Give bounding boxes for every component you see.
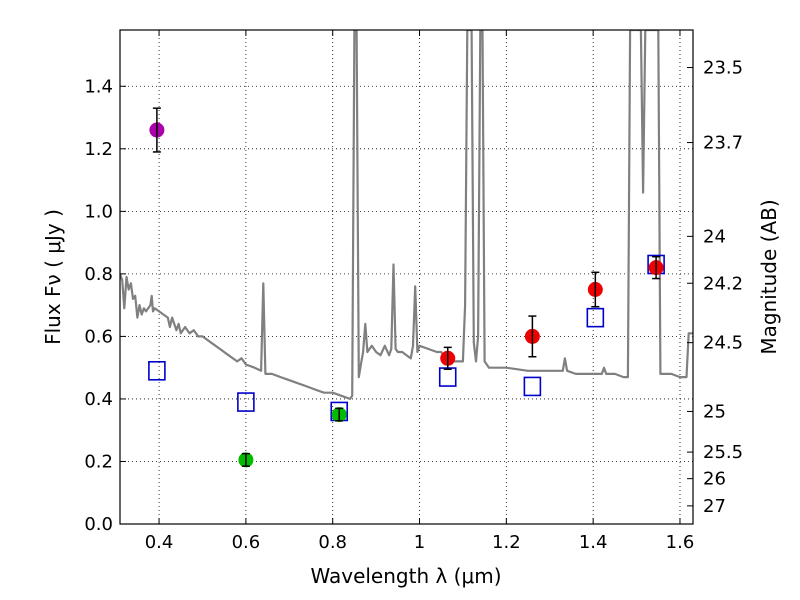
y-tick-label: 0.8 <box>84 264 113 285</box>
x-tick-label: 0.8 <box>318 532 347 553</box>
y2-axis-title: Magnitude (AB) <box>757 199 781 354</box>
y-tick-label: 1.0 <box>84 201 113 222</box>
y-axis: 0.0 0.2 0.4 0.6 0.8 1.0 1.2 1.4 <box>84 76 126 535</box>
y2-tick-label: 23.7 <box>703 133 743 154</box>
model-photometry-square <box>148 360 166 381</box>
spectrum-layer <box>120 30 693 400</box>
y-axis-title: Flux Fν ( μJy ) <box>41 209 65 345</box>
y-tick-label: 0.0 <box>84 514 113 535</box>
y-tick-label: 0.4 <box>84 389 113 410</box>
y2-tick-label: 25.5 <box>703 442 743 463</box>
spectrum-line <box>120 30 693 400</box>
y2-axis: 23.5 23.7 24 24.2 24.5 25 25.5 26 27 <box>687 58 743 517</box>
y2-tick-label: 24 <box>703 226 726 247</box>
y2-tick-label: 24.2 <box>703 273 743 294</box>
model-photometry-square <box>586 307 605 328</box>
model-photometry-square <box>438 367 457 387</box>
marker-layer <box>148 107 665 468</box>
y2-tick-label: 26 <box>703 469 726 490</box>
x-tick-label: 1 <box>414 532 425 553</box>
plot-frame <box>119 29 694 525</box>
y2-tick-label: 24.5 <box>703 333 743 354</box>
x-tick-label: 0.4 <box>145 532 174 553</box>
y-tick-label: 0.6 <box>84 326 113 347</box>
x-axis-title: Wavelength λ (μm) <box>310 564 501 588</box>
y-tick-label: 1.4 <box>84 76 113 97</box>
x-tick-label: 1.4 <box>579 532 608 553</box>
grid <box>120 30 693 525</box>
x-tick-label: 1.6 <box>666 532 695 553</box>
x-tick-label: 0.6 <box>232 532 261 553</box>
y2-tick-label: 27 <box>703 496 726 517</box>
x-axis: 0.4 0.6 0.8 1 1.2 1.4 1.6 <box>145 30 695 553</box>
y2-tick-label: 23.5 <box>703 58 743 79</box>
y-tick-label: 0.2 <box>84 451 113 472</box>
model-photometry-square <box>523 376 542 397</box>
y-tick-label: 1.2 <box>84 139 113 160</box>
y2-tick-label: 25 <box>703 401 726 422</box>
x-tick-label: 1.2 <box>492 532 521 553</box>
model-photometry-square <box>237 392 255 412</box>
